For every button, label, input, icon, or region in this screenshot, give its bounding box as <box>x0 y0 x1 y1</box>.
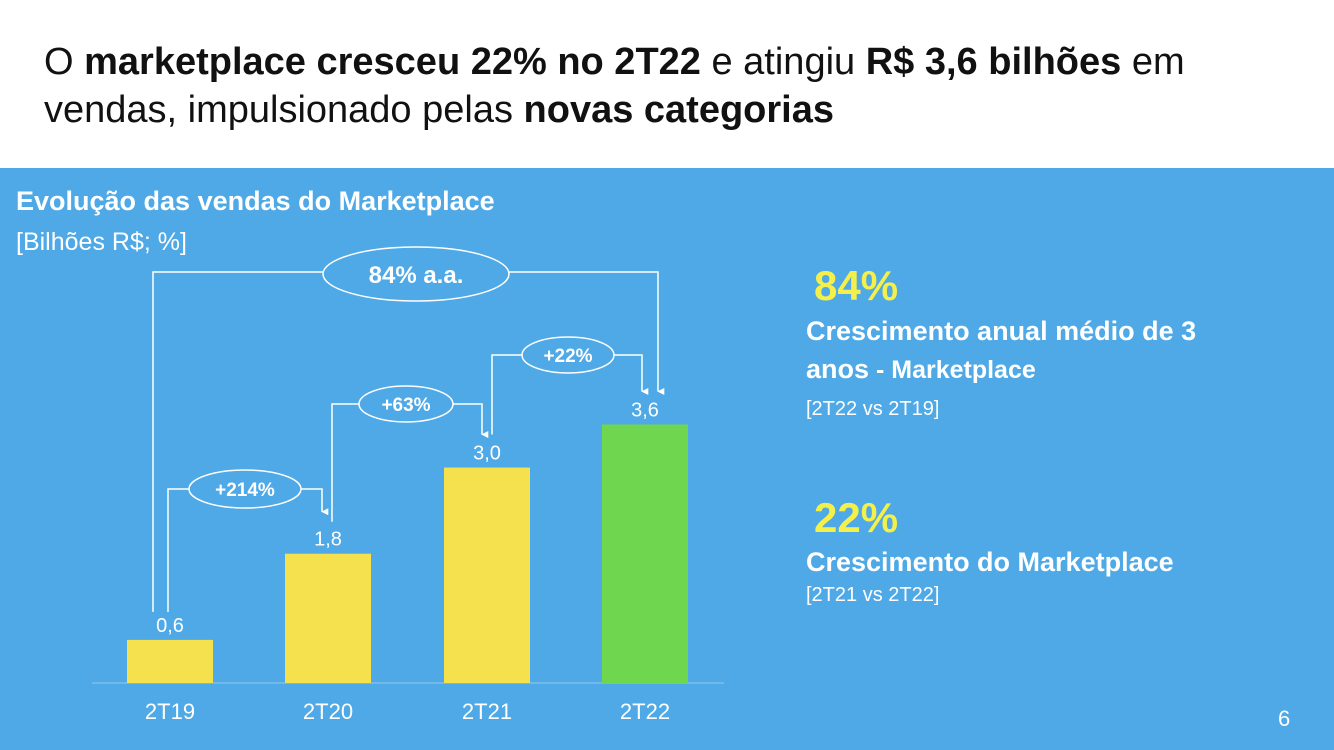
kpi-cagr-value: 84% <box>814 262 899 309</box>
cagr-label: 84% a.a. <box>369 262 464 289</box>
bar-2T20 <box>285 553 371 683</box>
category-label-2T22: 2T22 <box>620 699 670 724</box>
bar-2T21 <box>444 467 530 683</box>
growth-label-3: +22% <box>543 346 592 367</box>
kpi-cagr-label-suffix: - Marketplace <box>869 356 1036 384</box>
kpi-cagr-note: [2T22 vs 2T19] <box>806 398 940 420</box>
growth-label-2: +63% <box>381 395 430 416</box>
growth-label-1: +214% <box>215 480 275 501</box>
page-number: 6 <box>1278 706 1291 731</box>
headline-part-3: em vendas, impulsionado pelas <box>44 41 1185 131</box>
headline-part-2: e atingiu <box>700 41 866 83</box>
bar-2T19 <box>127 639 213 683</box>
chart-unit: [Bilhões R$; %] <box>16 228 187 256</box>
kpi-growth-value: 22% <box>814 494 899 541</box>
value-label-2T20: 1,8 <box>314 529 342 551</box>
growth-bubble-3 <box>521 336 615 374</box>
kpi-growth-note: [2T21 vs 2T22] <box>806 584 940 606</box>
kpi-growth-label: Crescimento do Marketplace <box>806 543 1306 582</box>
kpi-cagr-label-main: Crescimento anual médio de 3 anos <box>806 316 1197 384</box>
cagr-bubble <box>322 246 510 302</box>
category-label-2T21: 2T21 <box>462 699 512 724</box>
kpi-cagr-label: Crescimento anual médio de 3 anos - Mark… <box>806 312 1226 389</box>
chart-title: Evolução das vendas do Marketplace <box>16 186 495 216</box>
headline-part-1: O <box>44 41 85 83</box>
category-label-2T19: 2T19 <box>145 699 195 724</box>
kpi-growth-label-main: Crescimento do Marketplace <box>806 547 1174 577</box>
headline-bold-2: R$ 3,6 bilhões <box>865 41 1122 83</box>
value-label-2T21: 3,0 <box>473 443 501 465</box>
bar-2T22 <box>602 424 688 683</box>
cagr-connector <box>152 271 665 612</box>
value-label-2T22: 3,6 <box>631 399 659 421</box>
growth-bubble-1 <box>188 469 302 509</box>
growth-bubble-2 <box>358 385 454 423</box>
headline: O marketplace cresceu 22% no 2T22 e atin… <box>44 38 1284 134</box>
headline-bold-3: novas categorias <box>523 89 835 131</box>
value-label-2T19: 0,6 <box>156 615 184 637</box>
category-label-2T20: 2T20 <box>303 699 353 724</box>
headline-bold-1: marketplace cresceu 22% no 2T22 <box>84 41 701 83</box>
header: O marketplace cresceu 22% no 2T22 e atin… <box>0 0 1334 168</box>
